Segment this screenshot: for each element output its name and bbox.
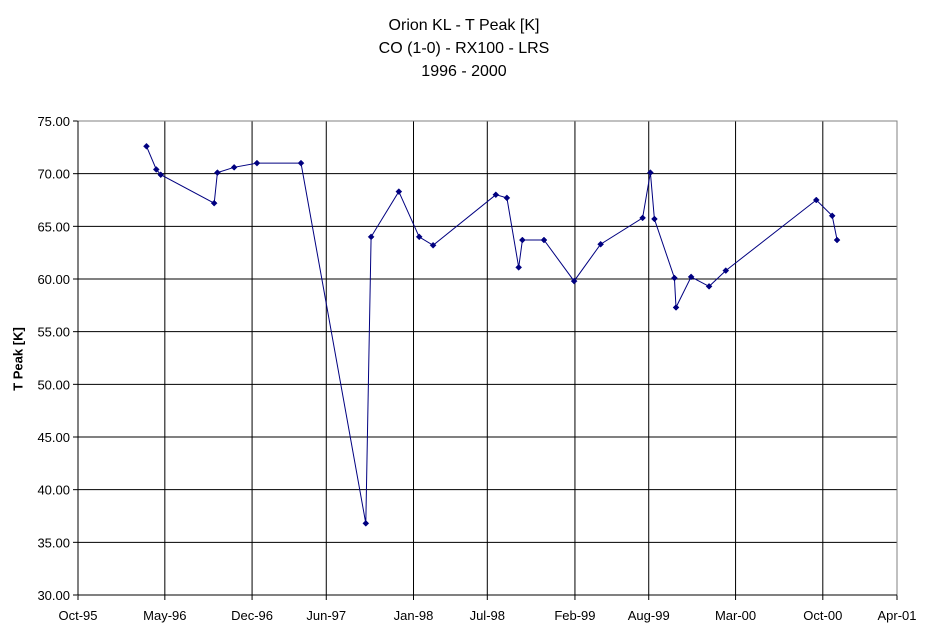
y-tick-label: 35.00 — [37, 535, 70, 550]
x-tick-label: Jan-98 — [394, 608, 434, 623]
x-tick-label: Aug-99 — [628, 608, 670, 623]
data-point — [297, 159, 305, 167]
data-point — [705, 283, 713, 290]
data-point — [812, 196, 820, 204]
data-point — [570, 277, 578, 285]
data-point — [415, 233, 423, 241]
x-tick-label: Jun-97 — [306, 608, 346, 623]
data-point — [687, 273, 695, 281]
data-point — [362, 520, 370, 527]
y-tick-label: 45.00 — [37, 430, 70, 445]
data-point — [540, 236, 548, 244]
data-point — [639, 214, 646, 222]
y-tick-label: 65.00 — [37, 219, 70, 234]
x-tick-label: Jul-98 — [470, 608, 505, 623]
y-tick-label: 30.00 — [37, 588, 70, 603]
x-tick-label: Apr-01 — [877, 608, 916, 623]
chart-title-line-3: 1996 - 2000 — [421, 63, 507, 80]
data-point — [429, 241, 437, 249]
x-tick-label: Feb-99 — [554, 608, 595, 623]
data-point — [597, 240, 604, 248]
data-point — [515, 264, 523, 271]
y-tick-label: 50.00 — [37, 377, 70, 392]
data-point — [519, 236, 526, 244]
x-tick-label: Oct-95 — [58, 608, 97, 623]
chart-title-line-2: CO (1-0) - RX100 - LRS — [378, 40, 550, 57]
data-point — [828, 212, 836, 220]
series-line — [146, 146, 838, 524]
chart-title-line-1: Orion KL - T Peak [K] — [388, 17, 540, 34]
x-tick-label: Dec-96 — [231, 608, 273, 623]
data-point — [492, 191, 500, 199]
data-point — [722, 267, 730, 274]
data-point — [157, 171, 165, 179]
data-point — [230, 163, 238, 171]
x-tick-label: May-96 — [143, 608, 186, 623]
data-point — [647, 169, 654, 176]
y-tick-label: 75.00 — [37, 114, 70, 129]
y-tick-label: 40.00 — [37, 483, 70, 498]
data-point — [672, 304, 680, 311]
data-point — [143, 142, 150, 150]
data-point — [367, 233, 375, 241]
data-point — [253, 159, 261, 167]
data-point — [395, 188, 403, 195]
data-point — [651, 215, 658, 223]
data-point — [152, 166, 160, 173]
data-point — [833, 236, 841, 244]
data-point — [671, 274, 678, 282]
y-tick-label: 70.00 — [37, 167, 70, 182]
x-tick-label: Oct-00 — [803, 608, 842, 623]
data-point — [503, 194, 511, 202]
y-tick-label: 60.00 — [37, 272, 70, 287]
x-tick-label: Mar-00 — [715, 608, 756, 623]
y-tick-label: 55.00 — [37, 325, 70, 340]
data-point — [214, 169, 221, 176]
data-point — [210, 199, 218, 207]
